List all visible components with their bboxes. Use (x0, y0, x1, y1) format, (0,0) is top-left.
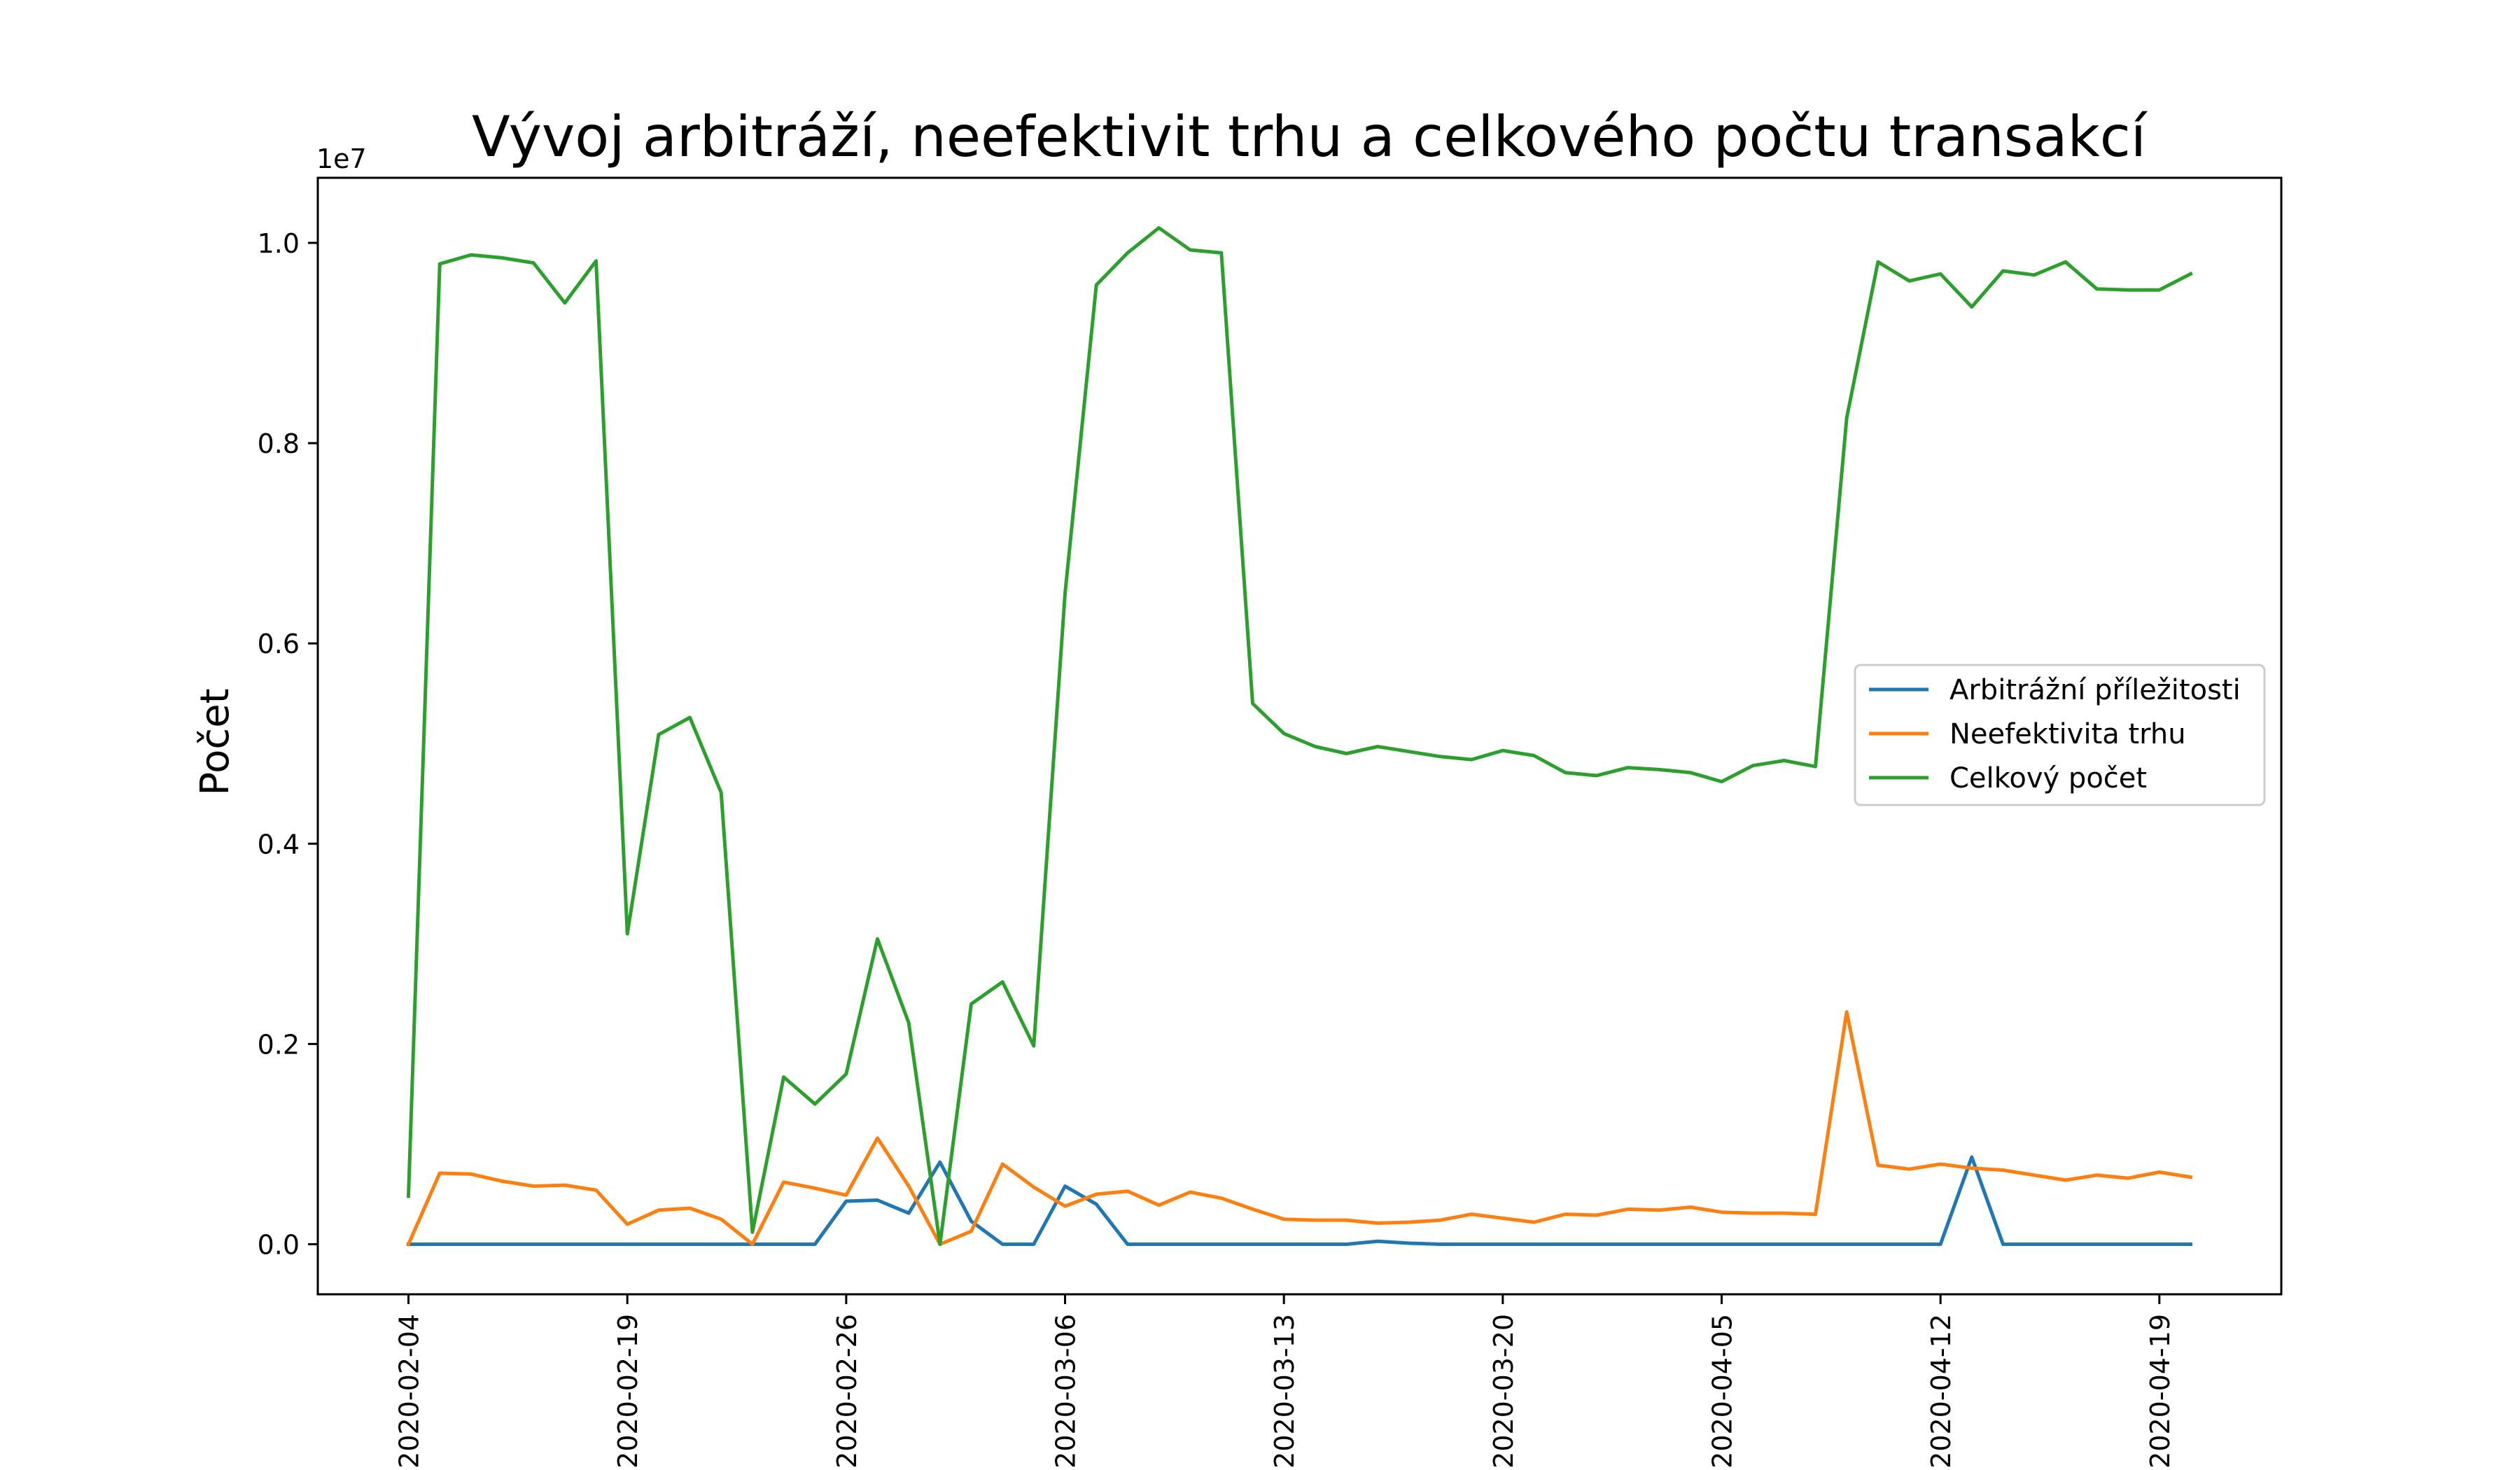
chart-title: Vývoj arbitráží, neefektivit trhu a celk… (472, 104, 2148, 169)
x-tick-label: 2020-02-26 (832, 1314, 862, 1469)
x-tick-label: 2020-03-13 (1269, 1314, 1300, 1469)
series-line-0 (407, 1155, 2192, 1246)
series-layer (406, 226, 2193, 1247)
y-axis-label: Počet (192, 688, 238, 795)
y-tick-label: 0.6 (258, 629, 300, 659)
axes-frame (316, 176, 2283, 1296)
x-tick-label: 2020-03-20 (1488, 1314, 1519, 1469)
series-line-1 (406, 1010, 2193, 1247)
y-tick-label: 0.8 (258, 428, 300, 459)
x-tick-label: 2020-02-19 (612, 1314, 643, 1469)
x-tick-label: 2020-04-05 (1707, 1314, 1738, 1469)
x-tick-label: 2020-02-04 (394, 1314, 425, 1469)
y-axis: 0.0 0.2 0.4 0.6 0.8 1.0 (258, 228, 318, 1260)
legend-label-celkovy: Celkový počet (1949, 762, 2147, 794)
y-axis-multiplier: 1e7 (316, 144, 367, 174)
legend: Arbitrážní příležitosti Neefektivita trh… (1854, 664, 2266, 806)
x-tick-label: 2020-03-06 (1051, 1314, 1082, 1469)
x-tick-label: 2020-04-19 (2145, 1314, 2176, 1469)
y-tick-label: 1.0 (258, 228, 300, 259)
y-tick-label: 0.2 (258, 1029, 300, 1060)
legend-label-neefektivita: Neefektivita trhu (1949, 718, 2186, 750)
y-tick-label: 0.0 (258, 1229, 300, 1260)
y-tick-label: 0.4 (258, 829, 300, 860)
plot-area (316, 176, 2283, 1296)
x-axis: 2020-02-04 2020-02-19 2020-02-26 2020-03-06… (394, 1294, 2176, 1469)
x-tick-label: 2020-04-12 (1926, 1314, 1956, 1469)
series-line-2 (406, 226, 2193, 1246)
legend-box (1854, 664, 2266, 806)
legend-label-arbitrazni: Arbitrážní příležitosti (1949, 674, 2241, 706)
